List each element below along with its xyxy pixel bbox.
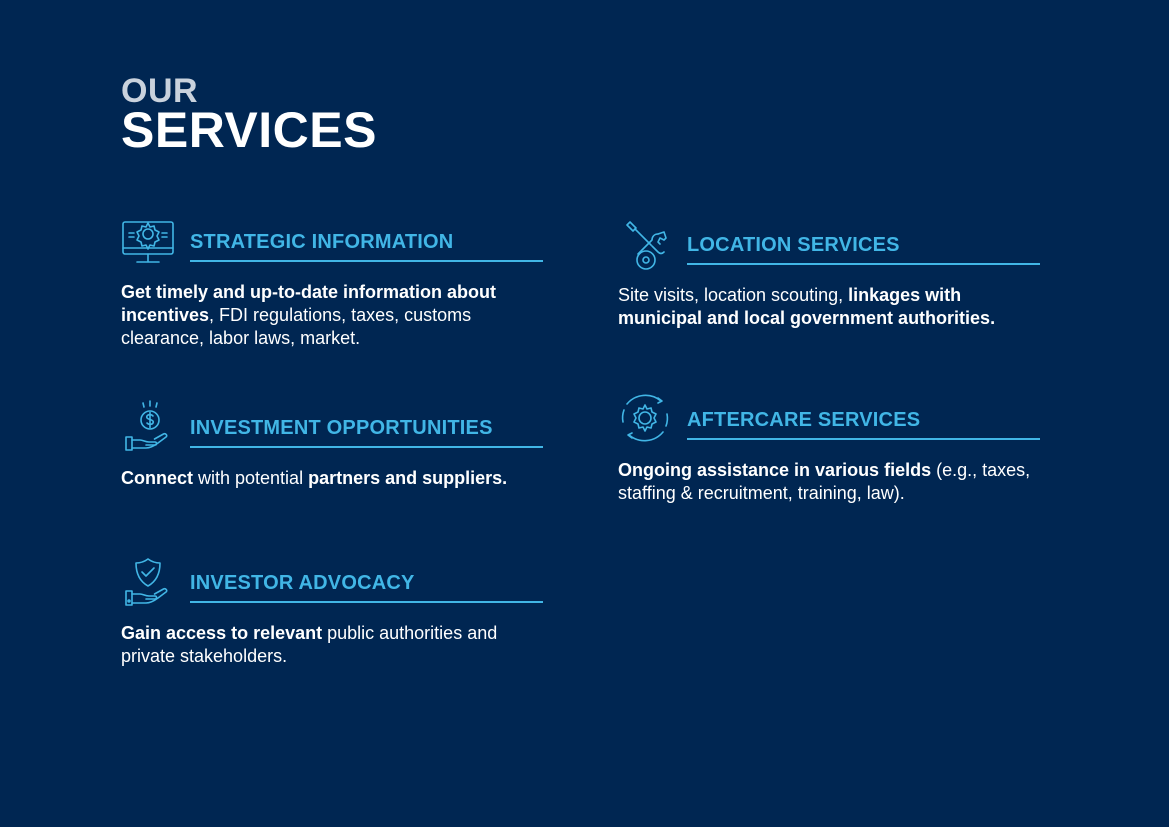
- money-hand-icon: [121, 399, 175, 453]
- service-heading: STRATEGIC INFORMATION: [190, 231, 543, 262]
- service-description: Connect with potential partners and supp…: [121, 468, 508, 488]
- service-heading: INVESTMENT OPPORTUNITIES: [190, 417, 543, 448]
- service-heading: LOCATION SERVICES: [687, 234, 1040, 265]
- service-description: Site visits, location scouting, linkages…: [618, 285, 996, 328]
- page-title-line2: SERVICES: [121, 102, 377, 158]
- location-tools-icon: [618, 216, 672, 270]
- page-title: OUR SERVICES: [121, 74, 377, 155]
- shield-hand-icon: [121, 554, 175, 608]
- service-description: Ongoing assistance in various fields (e.…: [618, 460, 1031, 503]
- service-heading: INVESTOR ADVOCACY: [190, 572, 543, 603]
- page-title-line1: OUR: [121, 72, 199, 110]
- aftercare-gear-icon: [618, 391, 672, 445]
- service-description: Get timely and up-to-date information ab…: [121, 282, 496, 348]
- service-description: Gain access to relevant public authoriti…: [121, 623, 498, 666]
- gear-monitor-icon: [121, 213, 175, 267]
- service-heading: AFTERCARE SERVICES: [687, 409, 1040, 440]
